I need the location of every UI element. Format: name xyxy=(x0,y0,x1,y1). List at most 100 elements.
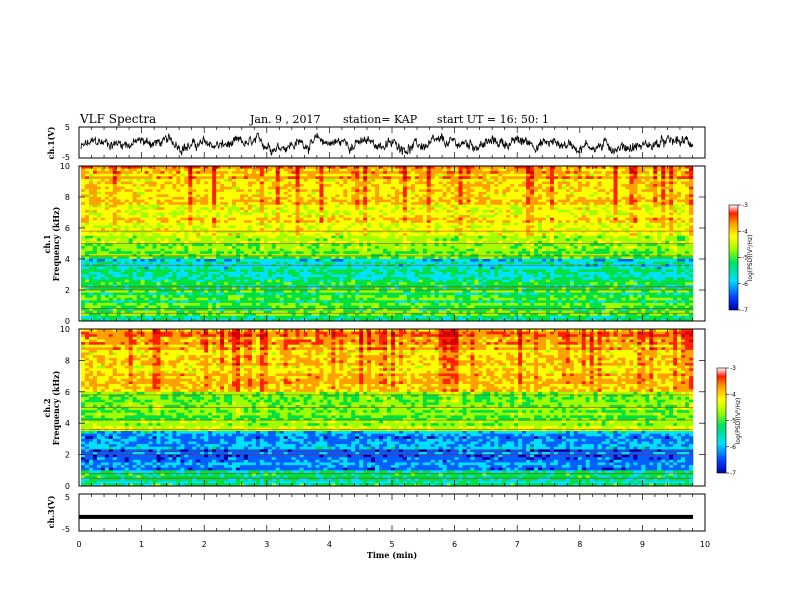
spectrogram-cell xyxy=(649,222,654,226)
spectrogram-cell xyxy=(673,222,678,226)
spectrogram-cell xyxy=(442,238,447,242)
spectrogram-cell xyxy=(128,230,133,234)
spectrogram-cell xyxy=(176,181,181,185)
spectrogram-cell xyxy=(168,238,173,242)
spectrogram-cell xyxy=(387,166,392,169)
spectrogram-cell xyxy=(681,240,686,244)
spectrogram-cell xyxy=(136,189,141,193)
spectrogram-cell xyxy=(120,186,126,190)
spectrogram-cell xyxy=(275,197,280,200)
spectrogram-cell xyxy=(108,240,114,244)
spectrogram-cell xyxy=(192,173,197,177)
spectrogram-cell xyxy=(363,228,368,231)
spectrogram-cell xyxy=(180,176,185,180)
spectrogram-cell xyxy=(160,176,165,180)
spectrogram-cell xyxy=(160,209,165,213)
spectrogram-cell xyxy=(557,166,563,169)
spectrogram-cell xyxy=(347,230,352,234)
spectrogram-cell xyxy=(371,222,376,226)
spectrogram-cell xyxy=(188,228,193,231)
spectrogram-cell xyxy=(371,235,376,239)
spectrogram-cell xyxy=(402,235,408,239)
spectrogram-cell xyxy=(176,199,181,203)
spectrogram-cell xyxy=(363,220,368,224)
spectrogram-cell xyxy=(124,166,129,169)
spectrogram-cell xyxy=(633,199,638,203)
spectrogram-cell xyxy=(371,197,376,200)
spectrogram-cell xyxy=(295,225,300,229)
spectrogram-cell xyxy=(474,199,479,203)
spectrogram-cell xyxy=(347,199,352,203)
spectrogram-cell xyxy=(422,184,428,187)
spectrogram-cell xyxy=(442,207,447,211)
spectrogram-cell xyxy=(307,207,312,211)
spectrogram-cell xyxy=(295,233,300,237)
spectrogram-cell xyxy=(128,197,133,200)
spectrogram-cell xyxy=(561,243,567,247)
spectrogram-cell xyxy=(239,189,245,193)
spectrogram-cell xyxy=(665,222,670,226)
spectrogram-cell xyxy=(287,199,292,203)
spectrogram-cell xyxy=(534,220,539,224)
spectrogram-cell xyxy=(339,176,344,180)
spectrogram-cell xyxy=(84,186,90,190)
spectrogram-cell xyxy=(164,209,169,213)
spectrogram-cell xyxy=(490,197,495,200)
spectrogram-cell xyxy=(176,194,181,198)
spectrogram-cell xyxy=(343,243,348,247)
spectrogram-cell xyxy=(243,178,249,182)
spectrogram-cell xyxy=(255,222,261,226)
spectrogram-cell xyxy=(331,191,336,195)
spectrogram-cell xyxy=(450,222,455,226)
spectrogram-cell xyxy=(466,197,471,200)
spectrogram-cell xyxy=(152,243,157,247)
spectrogram-cell xyxy=(283,166,288,169)
spectrogram-cell xyxy=(295,191,300,195)
spectrogram-cell xyxy=(538,168,543,172)
spectrogram-cell xyxy=(669,186,674,190)
spectrogram-cell xyxy=(434,176,439,180)
spectrogram-cell xyxy=(243,194,249,198)
spectrogram-cell xyxy=(490,202,495,206)
spectrogram-cell xyxy=(661,194,666,198)
spectrogram-cell xyxy=(605,178,610,182)
spectrogram-cell xyxy=(593,212,598,216)
spectrogram-cell xyxy=(148,230,153,234)
spectrogram-cell xyxy=(247,186,253,190)
spectrogram-cell xyxy=(327,204,332,208)
spectrogram-cell xyxy=(375,184,380,187)
spectrogram-cell xyxy=(625,212,630,216)
spectrogram-cell xyxy=(649,235,654,239)
spectrogram-cell xyxy=(176,209,181,213)
spectrogram-cell xyxy=(347,176,352,180)
spectrogram-cell xyxy=(549,168,555,172)
spectrogram-cell xyxy=(84,171,90,175)
spectrogram-cell xyxy=(613,230,618,234)
spectrogram-cell xyxy=(565,243,571,247)
spectrogram-cell xyxy=(216,189,221,193)
spectrogram-cell xyxy=(657,228,662,231)
spectrogram-cell xyxy=(601,186,606,190)
spectrogram-cell xyxy=(518,166,523,169)
spectrogram-cell xyxy=(522,246,527,249)
spectrogram-cell xyxy=(458,240,463,244)
spectrogram-cell xyxy=(514,228,519,231)
spectrogram-cell xyxy=(295,207,300,211)
spectrogram-cell xyxy=(538,194,543,198)
spectrogram-cell xyxy=(303,168,308,172)
spectrogram-cell xyxy=(394,204,400,208)
spectrogram-cell xyxy=(92,171,98,175)
spectrogram-cell xyxy=(506,215,511,218)
spectrogram-cell xyxy=(629,191,634,195)
spectrogram-cell xyxy=(283,186,288,190)
spectrogram-cell xyxy=(545,215,551,218)
spectrogram-cell xyxy=(259,202,265,206)
spectrogram-cell xyxy=(633,178,638,182)
spectrogram-cell xyxy=(573,238,579,242)
spectrogram-cell xyxy=(669,238,674,242)
spectrogram-cell xyxy=(486,238,491,242)
spectrogram-cell xyxy=(450,243,455,247)
spectrogram-cell xyxy=(673,173,678,177)
spectrogram-cell xyxy=(506,178,511,182)
spectrogram-cell xyxy=(486,225,491,229)
